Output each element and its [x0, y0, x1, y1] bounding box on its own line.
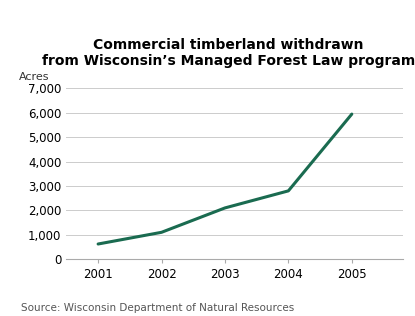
Text: Commercial timberland withdrawn
from Wisconsin’s Managed Forest Law program: Commercial timberland withdrawn from Wis… — [42, 38, 415, 68]
Text: Source: Wisconsin Department of Natural Resources: Source: Wisconsin Department of Natural … — [21, 303, 294, 313]
Text: Acres: Acres — [20, 72, 50, 82]
